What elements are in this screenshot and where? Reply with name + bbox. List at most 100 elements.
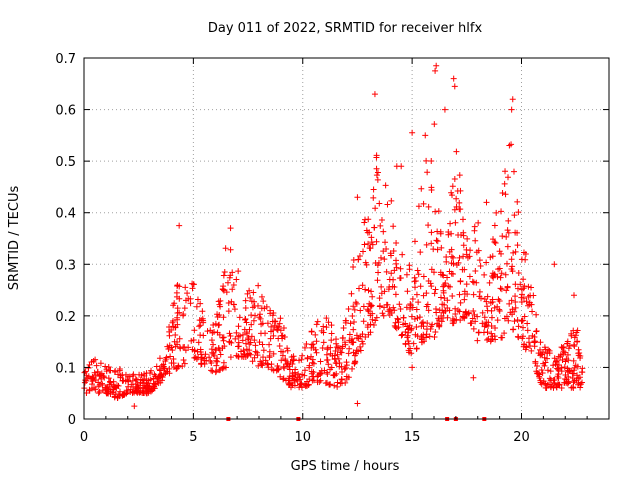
data-point bbox=[381, 288, 388, 295]
data-point bbox=[450, 75, 457, 82]
data-point bbox=[469, 278, 476, 285]
data-point bbox=[323, 315, 330, 322]
data-point bbox=[413, 306, 420, 313]
data-point bbox=[526, 299, 533, 306]
data-point bbox=[399, 331, 406, 338]
data-point bbox=[190, 281, 197, 288]
data-point bbox=[254, 349, 261, 356]
data-point bbox=[286, 366, 293, 373]
data-point bbox=[333, 344, 340, 351]
data-point bbox=[120, 377, 127, 384]
data-point bbox=[515, 270, 522, 277]
data-point bbox=[129, 377, 136, 384]
data-point bbox=[434, 228, 441, 235]
data-point bbox=[512, 304, 519, 311]
data-point bbox=[569, 370, 576, 377]
data-point bbox=[418, 323, 425, 330]
data-point bbox=[438, 318, 445, 325]
data-point bbox=[425, 222, 432, 229]
data-point bbox=[428, 184, 435, 191]
data-point bbox=[437, 294, 444, 301]
data-point bbox=[409, 364, 416, 371]
data-point bbox=[371, 224, 378, 231]
data-point bbox=[390, 304, 397, 311]
data-point bbox=[258, 293, 265, 300]
data-point bbox=[323, 369, 330, 376]
data-point bbox=[106, 378, 113, 385]
y-tick-label: 0.6 bbox=[55, 104, 76, 119]
data-point bbox=[511, 318, 518, 325]
y-tick-label: 0.7 bbox=[55, 52, 76, 67]
data-point bbox=[89, 376, 96, 383]
data-point bbox=[242, 297, 249, 304]
data-point bbox=[233, 329, 240, 336]
data-point bbox=[509, 311, 516, 318]
data-point bbox=[250, 289, 257, 296]
data-point bbox=[308, 370, 315, 377]
data-point bbox=[525, 302, 532, 309]
data-point bbox=[346, 345, 353, 352]
data-point bbox=[182, 297, 189, 304]
data-point bbox=[441, 106, 448, 113]
data-point bbox=[345, 306, 352, 312]
grid bbox=[84, 58, 609, 419]
data-point bbox=[275, 335, 282, 342]
data-point bbox=[418, 185, 425, 192]
data-point bbox=[210, 321, 217, 328]
data-point bbox=[325, 319, 332, 326]
data-point bbox=[328, 364, 335, 371]
data-point bbox=[522, 256, 529, 263]
data-point bbox=[402, 320, 409, 327]
data-point bbox=[406, 322, 413, 329]
data-point bbox=[564, 365, 571, 372]
data-point bbox=[310, 377, 317, 384]
data-point bbox=[353, 332, 360, 339]
data-point bbox=[249, 358, 256, 365]
data-point bbox=[501, 315, 508, 322]
data-point bbox=[373, 165, 380, 172]
data-point bbox=[474, 337, 481, 344]
data-point bbox=[100, 373, 107, 380]
data-point bbox=[110, 386, 117, 393]
data-point bbox=[476, 257, 483, 264]
data-point bbox=[422, 132, 429, 139]
data-point bbox=[130, 383, 137, 390]
data-point bbox=[348, 335, 355, 342]
data-point bbox=[420, 273, 427, 280]
data-point bbox=[252, 342, 259, 349]
data-point bbox=[547, 368, 554, 375]
data-point bbox=[396, 301, 403, 308]
data-point bbox=[229, 286, 236, 293]
data-point bbox=[343, 362, 350, 369]
data-point bbox=[235, 268, 242, 275]
data-point bbox=[328, 337, 335, 344]
data-point bbox=[412, 331, 419, 338]
data-point bbox=[373, 172, 380, 179]
data-point bbox=[402, 329, 409, 336]
data-point bbox=[409, 304, 416, 311]
data-point bbox=[510, 326, 517, 333]
data-point bbox=[107, 391, 114, 398]
data-point bbox=[310, 344, 317, 351]
data-point bbox=[561, 364, 568, 371]
data-point bbox=[350, 326, 357, 333]
data-point bbox=[368, 288, 375, 295]
data-point bbox=[415, 299, 422, 306]
data-point bbox=[266, 354, 273, 361]
data-point bbox=[242, 304, 249, 311]
data-point bbox=[460, 242, 467, 249]
data-point bbox=[532, 358, 539, 365]
data-point bbox=[199, 315, 206, 322]
data-point bbox=[312, 331, 319, 338]
data-point bbox=[291, 382, 298, 389]
data-point bbox=[525, 293, 532, 300]
data-point bbox=[303, 341, 310, 348]
data-point bbox=[304, 378, 311, 385]
data-point bbox=[268, 361, 275, 368]
data-point bbox=[453, 316, 460, 323]
data-point bbox=[227, 272, 234, 279]
data-point bbox=[413, 345, 420, 352]
data-point bbox=[463, 281, 470, 288]
data-point bbox=[352, 359, 359, 366]
data-point bbox=[277, 373, 284, 380]
